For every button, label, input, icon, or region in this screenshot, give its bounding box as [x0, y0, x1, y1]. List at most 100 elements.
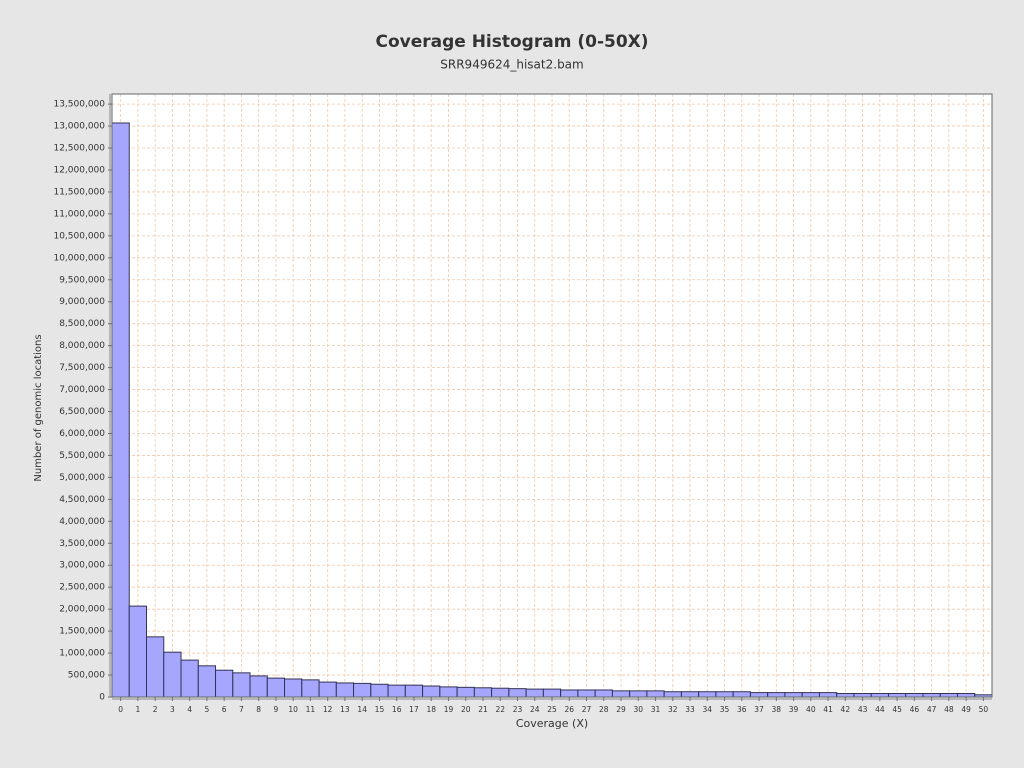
bar	[801, 692, 820, 698]
bar	[473, 687, 493, 698]
bar	[611, 690, 631, 698]
x-tick-label: 16	[392, 705, 402, 714]
x-tick-label: 12	[323, 705, 333, 714]
x-tick-label: 2	[153, 705, 158, 714]
y-tick-label: 12,500,000	[53, 144, 105, 154]
y-tick-label: 0	[99, 693, 105, 703]
bar	[249, 675, 268, 698]
x-tick-label: 18	[426, 705, 436, 714]
bar	[749, 692, 769, 698]
x-tick-label: 38	[772, 705, 782, 714]
x-tick-label: 33	[685, 705, 695, 714]
x-tick-label: 4	[187, 705, 192, 714]
y-tick-label: 5,000,000	[59, 473, 105, 483]
bar	[629, 690, 648, 698]
bar	[784, 692, 803, 698]
grid	[112, 94, 992, 698]
bar	[663, 691, 682, 698]
chart-title: Coverage Histogram (0-50X)	[375, 32, 648, 52]
x-tick-label: 34	[703, 705, 713, 714]
bar	[491, 687, 510, 698]
bar	[404, 684, 424, 698]
bar	[577, 689, 596, 698]
bars	[111, 122, 993, 698]
y-tick-label: 9,000,000	[59, 297, 105, 307]
y-tick-label: 10,000,000	[53, 253, 105, 263]
y-axis-title: Number of genomic locations	[33, 334, 44, 481]
x-tick-label: 15	[375, 705, 385, 714]
bar	[732, 691, 751, 698]
bar	[870, 692, 889, 698]
x-tick-label: 36	[737, 705, 747, 714]
bar	[939, 692, 958, 698]
bar	[887, 692, 907, 698]
x-tick-label: 30	[634, 705, 644, 714]
x-tick-label: 23	[513, 705, 523, 714]
axes: 0 500,000 1,000,000 1,500,000 2,000,000 2,500…	[53, 93, 993, 714]
bar	[439, 686, 458, 698]
y-tick-label: 2,000,000	[59, 605, 105, 615]
y-tick-label: 7,000,000	[59, 385, 105, 395]
bar	[335, 682, 355, 698]
x-tick-label: 50	[979, 705, 989, 714]
x-tick-label: 8	[256, 705, 261, 714]
bar	[560, 689, 579, 698]
plot-border	[111, 93, 993, 698]
y-tick-label: 8,500,000	[59, 319, 105, 329]
x-tick-label: 6	[222, 705, 227, 714]
x-tick-label: 26	[564, 705, 574, 714]
y-tick-label: 4,000,000	[59, 517, 105, 527]
y-tick-label: 3,000,000	[59, 561, 105, 571]
bar	[180, 659, 199, 698]
y-tick-label: 6,000,000	[59, 429, 105, 439]
x-tick-label: 5	[205, 705, 210, 714]
x-tick-label: 21	[478, 705, 488, 714]
x-tick-label: 44	[875, 705, 885, 714]
y-tick-label: 6,500,000	[59, 407, 105, 417]
x-tick-label: 32	[668, 705, 678, 714]
bar	[215, 669, 234, 698]
x-tick-label: 17	[409, 705, 419, 714]
bar	[836, 692, 855, 698]
y-tick-label: 1,000,000	[59, 649, 105, 659]
bar	[818, 692, 838, 698]
x-tick-label: 13	[340, 705, 350, 714]
x-tick-label: 22	[495, 705, 505, 714]
bar	[146, 636, 165, 698]
x-tick-label: 7	[239, 705, 244, 714]
bar	[715, 691, 734, 698]
y-tick-label: 11,000,000	[53, 209, 105, 219]
x-tick-label: 24	[530, 705, 540, 714]
bar	[542, 688, 562, 698]
bar	[905, 692, 924, 698]
x-tick-label: 27	[582, 705, 592, 714]
y-tick-label: 9,500,000	[59, 275, 105, 285]
x-tick-label: 11	[306, 705, 316, 714]
y-tick-label: 500,000	[68, 671, 105, 681]
bar	[197, 665, 217, 698]
x-tick-label: 37	[754, 705, 764, 714]
x-tick-label: 35	[720, 705, 730, 714]
bar	[956, 692, 976, 698]
y-tick-label: 12,000,000	[53, 165, 105, 175]
bar	[163, 651, 182, 698]
bar	[232, 672, 251, 698]
x-tick-label: 40	[806, 705, 816, 714]
chart-subtitle: SRR949624_hisat2.bam	[440, 58, 583, 72]
x-tick-label: 0	[118, 705, 123, 714]
bar	[111, 122, 130, 698]
bar	[422, 685, 441, 698]
bar	[853, 692, 872, 698]
bar	[301, 679, 320, 698]
bar	[767, 692, 786, 698]
y-tick-label: 1,500,000	[59, 627, 105, 637]
x-tick-label: 10	[288, 705, 298, 714]
x-tick-label: 20	[461, 705, 471, 714]
x-tick-label: 25	[547, 705, 557, 714]
bar	[525, 688, 544, 698]
x-tick-label: 45	[892, 705, 902, 714]
bar	[508, 688, 527, 698]
bar	[353, 682, 372, 698]
bar	[284, 678, 303, 698]
